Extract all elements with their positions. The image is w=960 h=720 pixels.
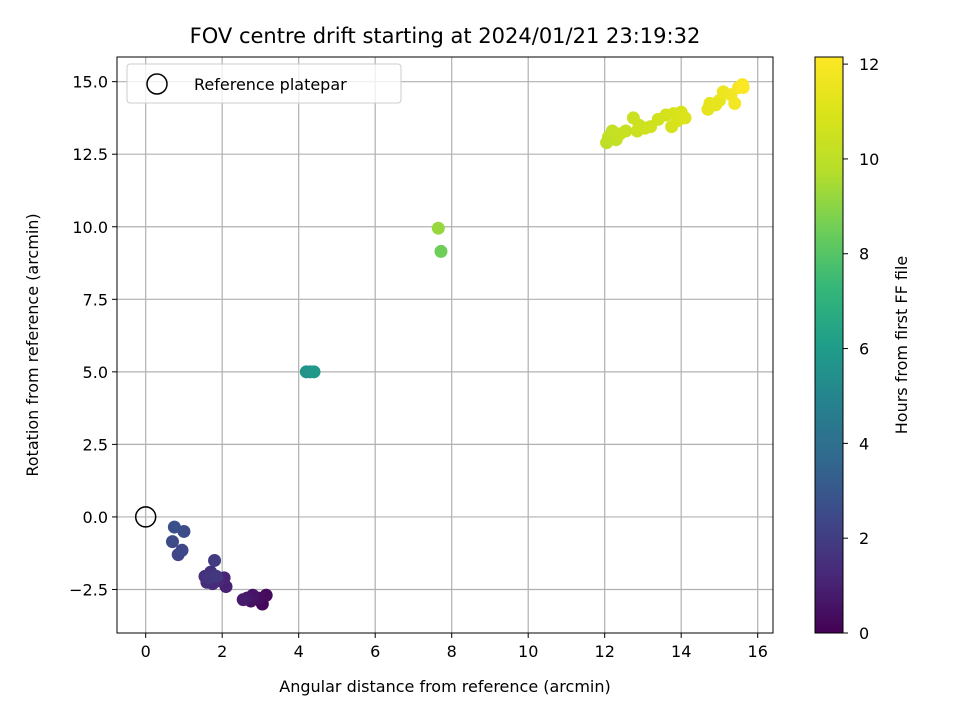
data-point [165,535,179,549]
colorbar-tick-label: 6 [859,340,869,359]
colorbar-tick-label: 4 [859,434,869,453]
data-point [736,80,750,94]
colorbar-tick-label: 0 [859,624,869,643]
colorbar-label: Hours from first FF file [892,256,911,435]
data-point [307,365,321,379]
y-tick-label: 12.5 [72,145,108,164]
data-point [175,543,189,557]
y-axis-label: Rotation from reference (arcmin) [23,213,42,476]
y-axis-ticks: −2.5 0.0 2.5 5.0 7.5 10.0 12.5 15.0 [69,73,117,599]
y-tick-label: −2.5 [69,580,108,599]
x-axis-label: Angular distance from reference (arcmin) [279,677,610,696]
x-tick-label: 4 [294,642,304,661]
data-point [728,96,742,110]
colorbar-tick-label: 2 [859,529,869,548]
x-tick-label: 14 [671,642,691,661]
y-tick-label: 10.0 [72,218,108,237]
x-tick-label: 0 [141,642,151,661]
data-point [209,569,223,583]
y-tick-label: 2.5 [83,435,108,454]
x-tick-label: 12 [595,642,615,661]
reference-marker [134,506,157,528]
colorbar-tick-label: 12 [859,55,879,74]
legend-marker [146,73,168,95]
data-point [619,124,633,138]
plot-frame [116,56,774,634]
colorbar-tick-label: 10 [859,150,879,169]
data-point [431,221,445,235]
chart-title: FOV centre drift starting at 2024/01/21 … [190,24,701,48]
data-point [208,553,222,567]
x-axis-ticks: 0 2 4 6 8 10 12 14 16 [141,633,768,661]
y-tick-label: 7.5 [83,290,108,309]
x-tick-label: 6 [370,642,380,661]
y-tick-label: 0.0 [83,508,108,527]
data-point [678,111,692,125]
colorbar-tick-label: 8 [859,245,869,264]
data-point [236,593,250,607]
data-point [167,520,181,534]
legend: Reference platepar [126,63,402,104]
legend-box [126,63,402,104]
colorbar-ticks: 0 2 4 6 8 10 12 [843,55,879,643]
legend-label: Reference platepar [194,75,347,94]
x-tick-label: 2 [217,642,227,661]
y-tick-label: 15.0 [72,73,108,92]
x-tick-label: 10 [518,642,538,661]
plot-area: 0 2 4 6 8 10 12 14 16 −2.5 0.0 2.5 5.0 7.5 10.0 12.5 15… [69,56,774,661]
colorbar-gradient [814,56,844,634]
colorbar: 0 2 4 6 8 10 12 Hours from first FF file [814,55,911,643]
data-points [165,78,750,611]
x-tick-label: 8 [447,642,457,661]
y-tick-label: 5.0 [83,363,108,382]
data-point [434,244,448,258]
grid [117,57,773,633]
x-tick-label: 16 [748,642,768,661]
